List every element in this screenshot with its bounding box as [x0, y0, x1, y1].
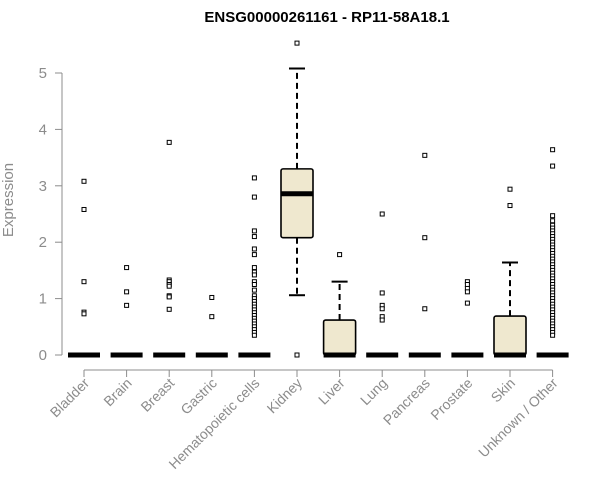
outlier-point	[422, 306, 428, 312]
outlier-point	[251, 246, 257, 252]
box-group	[110, 265, 143, 358]
outlier-point	[166, 283, 172, 289]
y-tick-label: 2	[39, 234, 47, 251]
outlier-point	[294, 352, 300, 358]
box-group	[153, 139, 186, 358]
outlier-point	[124, 265, 130, 271]
outlier-point	[251, 252, 257, 258]
x-tick-label: Gastric	[177, 375, 220, 418]
outlier-point	[81, 311, 87, 317]
x-tick-label: Lung	[357, 375, 390, 408]
outlier-point	[81, 178, 87, 184]
box-iqr	[280, 168, 314, 239]
x-tick-label: Unknown / Other	[475, 375, 561, 461]
outlier-point	[81, 206, 87, 212]
plot-area	[68, 40, 569, 358]
x-tick-label: Prostate	[427, 375, 475, 423]
outlier-point	[294, 40, 300, 46]
outlier-point	[464, 300, 470, 306]
outlier-point	[209, 294, 215, 300]
outlier-point	[209, 314, 215, 320]
outlier-point	[251, 265, 257, 271]
y-tick-label: 1	[39, 291, 47, 308]
outlier-point	[379, 211, 385, 217]
box-group	[195, 294, 228, 358]
outlier-point	[507, 186, 513, 192]
box-group	[238, 175, 271, 358]
box-group	[408, 152, 441, 358]
outlier-point	[550, 163, 556, 169]
outlier-point	[251, 272, 257, 278]
box-group	[451, 279, 484, 358]
outlier-point	[124, 289, 130, 295]
outlier-point	[379, 317, 385, 323]
chart-title: ENSG00000261161 - RP11-58A18.1	[204, 9, 449, 26]
outlier-point	[166, 139, 172, 145]
outlier-point	[81, 279, 87, 285]
y-axis-label: Expression	[0, 163, 17, 237]
outlier-point	[251, 287, 257, 293]
x-tick-label: Kidney	[264, 375, 306, 417]
outlier-point	[550, 147, 556, 153]
x-tick-label: Breast	[137, 375, 177, 415]
outlier-point	[251, 228, 257, 234]
y-tick-label: 3	[39, 178, 47, 195]
box-group	[322, 252, 357, 358]
outlier-point	[464, 289, 470, 295]
outlier-point	[422, 152, 428, 158]
y-tick-label: 0	[39, 347, 47, 364]
box-iqr	[493, 315, 527, 356]
box-group	[366, 211, 399, 358]
x-tick-label: Skin	[488, 375, 519, 406]
y-tick-label: 4	[39, 121, 47, 138]
outlier-point	[166, 306, 172, 312]
outlier-point	[166, 294, 172, 300]
x-tick-label: Pancreas	[380, 375, 433, 428]
y-tick-label: 5	[39, 65, 47, 82]
box-group	[68, 178, 100, 358]
outlier-point	[550, 218, 556, 224]
outlier-point	[550, 332, 556, 338]
outlier-point	[507, 203, 513, 209]
outlier-point	[379, 290, 385, 296]
box-group	[536, 147, 569, 358]
outlier-point	[251, 194, 257, 200]
outlier-point	[379, 306, 385, 312]
outlier-point	[251, 332, 257, 338]
outlier-point	[422, 235, 428, 241]
x-tick-label: Bladder	[47, 375, 93, 421]
outlier-point	[550, 213, 556, 219]
outlier-point	[124, 302, 130, 308]
box-group	[493, 186, 527, 358]
box-group	[280, 40, 314, 358]
outlier-point	[464, 282, 470, 287]
outlier-point	[251, 234, 257, 240]
y-axis: 0 1 2 3 4 5	[39, 65, 63, 364]
outlier-point	[251, 175, 257, 181]
box-iqr	[322, 319, 357, 356]
x-tick-label: Brain	[100, 375, 134, 409]
outlier-point	[251, 282, 257, 287]
outlier-point	[337, 252, 343, 258]
x-tick-label: Liver	[315, 375, 348, 408]
